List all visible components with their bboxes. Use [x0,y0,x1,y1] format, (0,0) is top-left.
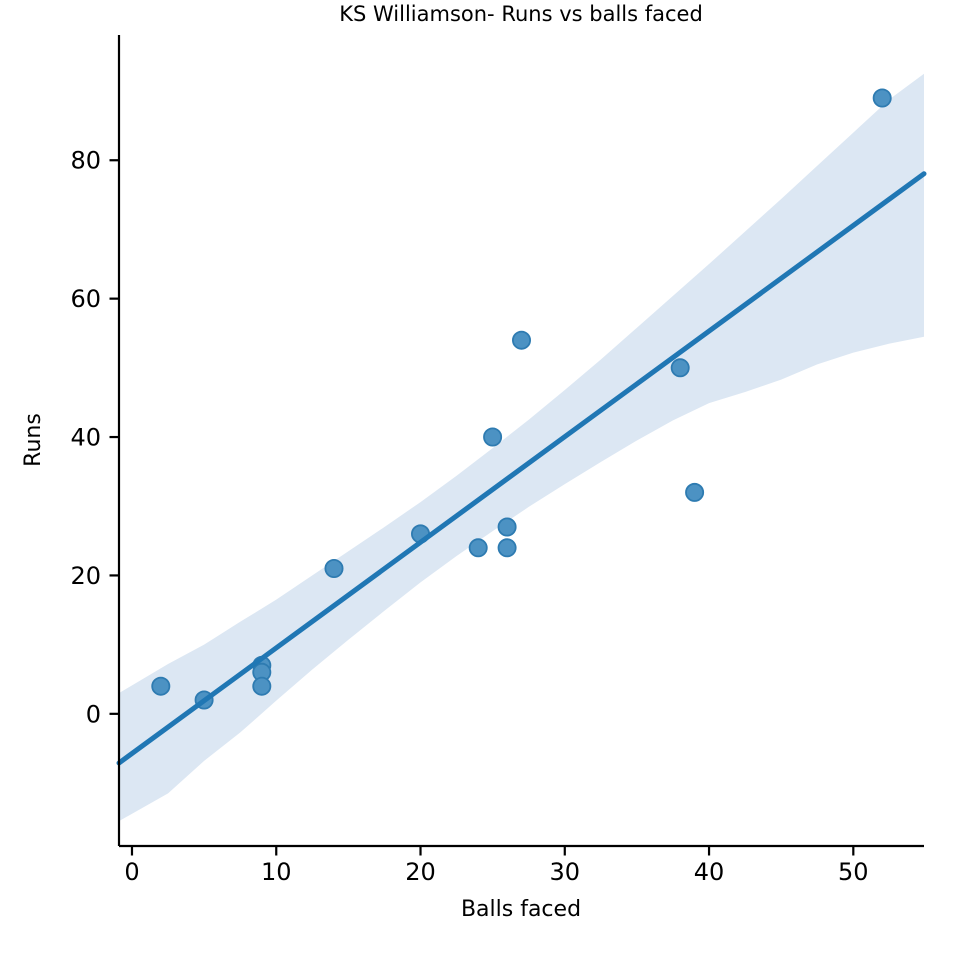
y-tick-label: 40 [70,424,101,452]
scatter-point [872,88,892,108]
y-axis-label: Runs [21,413,46,467]
chart-title: KS Williamson- Runs vs balls faced [339,2,703,26]
x-tick-label: 10 [261,858,292,886]
scatter-point [670,358,690,378]
scatter-point [497,517,517,537]
x-tick-label: 50 [838,858,869,886]
y-tick-label: 60 [70,285,101,313]
scatter-point [468,538,488,558]
scatter-points-layer [151,88,892,710]
scatter-point [151,676,171,696]
y-tick-label: 20 [70,562,101,590]
x-tick-label: 30 [550,858,581,886]
x-tick-label: 20 [405,858,436,886]
y-tick-label: 80 [70,147,101,175]
scatter-point [324,559,344,579]
scatter-point [497,538,517,558]
scatter-point [685,482,705,502]
regression-line-layer [116,171,927,766]
y-tick-label: 0 [86,700,101,728]
x-tick-label: 40 [694,858,725,886]
scatter-point [512,330,532,350]
confidence-band-layer [119,73,924,822]
x-axis-label: Balls faced [461,897,581,922]
scatter-point [483,427,503,447]
scatter-point [252,676,272,696]
x-tick-label: 0 [124,858,139,886]
axes-layer: 0 10 20 30 40 50 0 20 40 60 80 [70,35,924,886]
confidence-band [119,73,924,822]
regression-line [116,171,927,766]
